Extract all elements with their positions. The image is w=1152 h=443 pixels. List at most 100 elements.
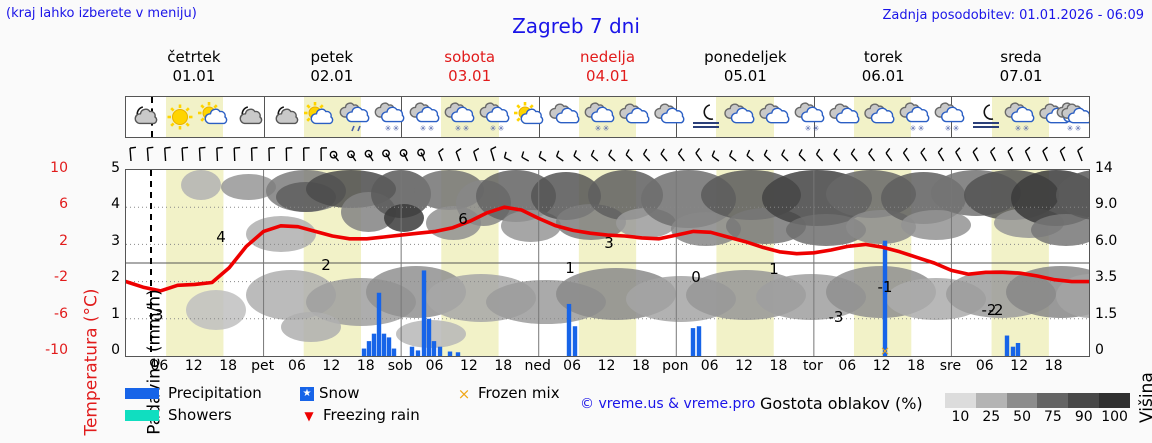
page-title: Zagreb 7 dni	[512, 14, 640, 38]
time-tick-label: 06	[563, 358, 582, 374]
time-tick-label: 06	[838, 358, 857, 374]
cloud-scale-label: 25	[982, 409, 1001, 425]
weather-icon-cloud	[759, 103, 790, 124]
svg-text:✳: ✳	[805, 124, 812, 133]
svg-text:✳: ✳	[428, 124, 435, 133]
time-tick-label: sre	[939, 358, 962, 374]
location-hint: (kraj lahko izberete v meniju)	[6, 6, 197, 21]
day-date: 02.01	[310, 67, 354, 85]
temperature-point-label: 1	[769, 260, 779, 278]
temperature-point-label: -1	[878, 278, 893, 296]
weather-icon-cloud	[829, 103, 860, 124]
day-date: 06.01	[861, 67, 905, 85]
weather-icon-cloud-snow: ✳ ✳	[409, 102, 440, 133]
day-separator	[263, 97, 265, 137]
day-header-2: petek 02.01	[263, 48, 401, 93]
cloud-height-axis-tick: 3.5	[1095, 269, 1118, 286]
cloud-density-blob	[281, 312, 341, 342]
precipitation-bar	[421, 270, 427, 356]
precipitation-axis-tick: 3	[111, 232, 120, 249]
cloud-scale-label: 75	[1043, 409, 1062, 425]
temperature-point-label: -3	[829, 308, 844, 326]
day-header-strip: četrtek 01.01 petek 02.01 sobota 03.01 nedelja…	[125, 48, 1090, 93]
svg-text:✳: ✳	[498, 124, 505, 133]
legend-label: Showers	[168, 406, 232, 424]
precipitation-bar	[696, 326, 702, 356]
temperature-point-label: 4	[216, 228, 226, 246]
svg-text:✳: ✳	[385, 124, 392, 133]
precipitation-bar	[437, 346, 443, 356]
time-tick-label: tor	[802, 358, 823, 374]
precipitation-bar	[409, 346, 415, 356]
legend-item-snow: ★ Snow	[300, 384, 359, 402]
weather-icon-cloud	[1061, 103, 1089, 124]
day-header-4: nedelja 04.01	[539, 48, 677, 93]
time-tick-label: 06	[150, 358, 169, 374]
precipitation-axis-tick: 2	[111, 269, 120, 286]
copyright-label: © vreme.us & vreme.pro	[580, 396, 756, 412]
time-tick-label: 18	[631, 358, 650, 374]
weather-icon-sun	[167, 104, 193, 130]
temperature-line	[126, 205, 1089, 293]
day-header-5: ponedeljek 05.01	[676, 48, 814, 93]
day-header-6: torek 06.01	[814, 48, 952, 93]
legend-item-freezing-rain: ▼ Freezing rain	[300, 406, 419, 424]
snow-icon: ★	[300, 386, 314, 401]
time-tick-label: 12	[735, 358, 753, 374]
cloud-scale-label: 90	[1074, 409, 1093, 425]
weather-icon-cloud	[724, 103, 755, 124]
precipitation-bar	[426, 318, 432, 356]
cloud-density-legend-title: Gostota oblakov (%)	[760, 394, 923, 413]
precipitation-bar	[566, 303, 572, 356]
weather-icon-sun-cloud	[304, 102, 334, 125]
precipitation-bar	[415, 350, 421, 356]
temperature-axis-tick: -2	[54, 269, 68, 286]
day-date: 04.01	[586, 67, 629, 85]
precipitation-axis-tick: 4	[111, 196, 120, 213]
precipitation-bar	[690, 328, 696, 356]
weather-icon-moon-cloud	[275, 106, 299, 125]
precipitation-bar	[572, 326, 578, 356]
time-tick-label: 18	[219, 358, 238, 374]
precipitation-bar	[431, 341, 437, 356]
weather-icon-band: ✳ ✳ ✳ ✳ ✳ ✳ ✳ ✳ ✳ ✳ ✳ ✳ ✳ ✳ ✳ ✳ ✳ ✳ ✳ ✳	[125, 96, 1090, 138]
weather-icon-cloud-snow: ✳ ✳	[899, 102, 930, 133]
precipitation-bar	[1015, 342, 1021, 356]
temperature-point-label: 2	[321, 256, 331, 274]
temperature-point-label: 1	[565, 259, 575, 277]
weather-icon-cloud-snow: ✳ ✳	[479, 102, 510, 133]
precipitation-bar	[391, 348, 397, 356]
precipitation-bar	[386, 337, 392, 356]
time-tick-label: 18	[907, 358, 925, 374]
svg-text:✳: ✳	[953, 124, 960, 133]
time-tick-label: 12	[597, 358, 616, 374]
day-name: ponedeljek	[704, 48, 787, 66]
time-tick-label: pet	[251, 358, 275, 374]
time-tick-label: 06	[975, 358, 994, 374]
svg-text:✳: ✳	[1067, 124, 1074, 133]
precipitation-bar	[1004, 335, 1010, 356]
last-update-label: Zadnja posodobitev: 01.01.2026 - 06:09	[882, 8, 1144, 23]
cloud-density-scale	[945, 393, 1130, 408]
cloud-density-blob	[384, 204, 424, 232]
weather-icons-svg: ✳ ✳ ✳ ✳ ✳ ✳ ✳ ✳ ✳ ✳ ✳ ✳ ✳ ✳ ✳ ✳ ✳ ✳ ✳ ✳	[134, 102, 1089, 133]
cloud-density-blob	[181, 170, 221, 200]
legend-label: Snow	[319, 384, 360, 402]
precipitation-bar	[376, 292, 382, 356]
frozen-mix-marker: ×	[880, 344, 890, 356]
legend-bar-swatch	[125, 410, 159, 421]
cloud-scale-step-3	[1006, 393, 1038, 408]
legend-item-showers: Showers	[125, 406, 232, 424]
temperature-axis-tick: -6	[54, 305, 68, 322]
cloud-density-blob	[501, 210, 561, 242]
cloud-density-blob	[221, 174, 276, 200]
weather-icon-sun-cloud	[514, 102, 544, 125]
day-date: 05.01	[723, 67, 767, 85]
svg-text:✳: ✳	[490, 124, 497, 133]
time-tick-label: 18	[494, 358, 513, 374]
cloud-height-axis-tick: 14	[1095, 160, 1113, 176]
cloud-height-axis-tick: 6.0	[1095, 232, 1118, 249]
temperature-axis-ticks: 10 6 2 -2 -6 -10	[28, 160, 68, 360]
day-header-1: četrtek 01.01	[125, 48, 263, 93]
